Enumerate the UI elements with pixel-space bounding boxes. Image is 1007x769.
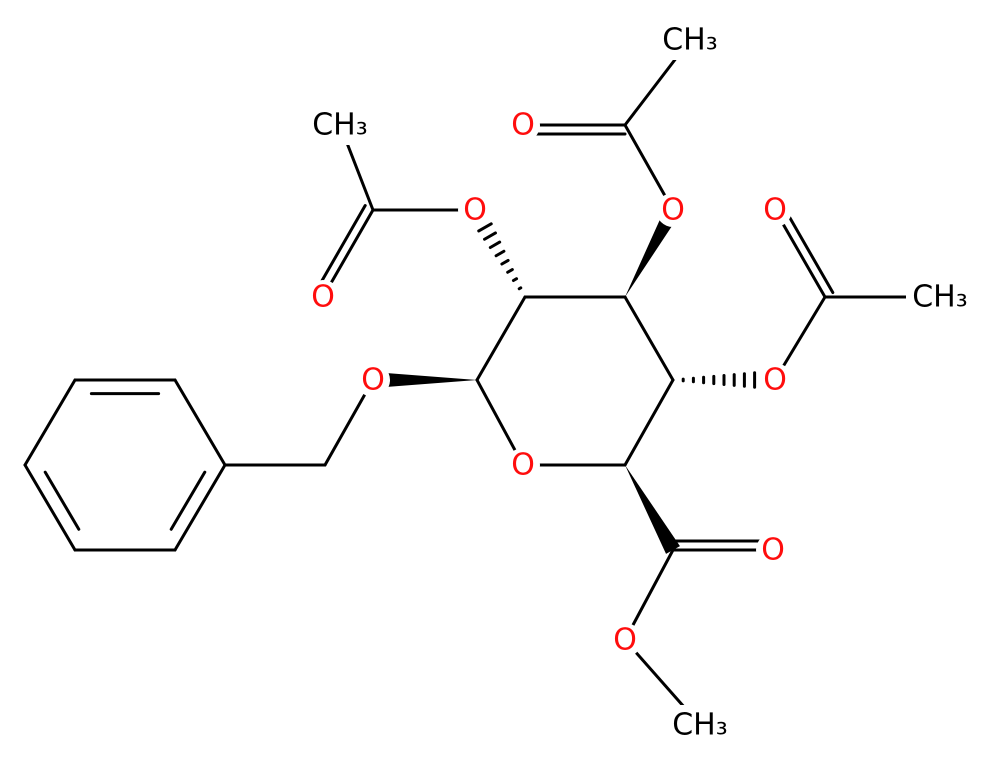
hash-bond (517, 286, 523, 291)
oxygen-label: O (463, 193, 487, 228)
methyl-label: CH₃ (912, 280, 968, 315)
hash-bond (477, 222, 493, 233)
bond (623, 295, 675, 382)
methyl-label: CH₃ (312, 108, 368, 143)
label-mask (758, 193, 792, 227)
label-mask (656, 193, 690, 227)
oxygen-label: O (763, 363, 787, 398)
label-mask (906, 277, 974, 317)
hash-bond (494, 249, 506, 258)
bond (23, 463, 77, 552)
label-mask (756, 533, 790, 567)
wedge-bond (373, 372, 477, 388)
label-mask (656, 20, 724, 60)
oxygen-label: O (613, 623, 637, 658)
oxygen-label: O (661, 193, 685, 228)
label-mask (356, 363, 390, 397)
hash-bond (511, 277, 519, 282)
bond (23, 378, 77, 467)
bond (623, 378, 675, 467)
bond (313, 204, 367, 295)
oxygen-label: O (311, 280, 335, 315)
methyl-label: CH₃ (662, 23, 718, 58)
hash-bond (483, 231, 497, 241)
bond (781, 204, 835, 295)
hash-bond (500, 258, 510, 266)
wedge-bond (625, 465, 680, 554)
label-mask (506, 448, 540, 482)
methyl-label: CH₃ (672, 708, 728, 743)
label-mask (306, 280, 340, 314)
bond (169, 470, 207, 531)
oxygen-label: O (763, 193, 787, 228)
bond (173, 378, 227, 467)
bond (475, 295, 527, 382)
oxygen-label: O (511, 108, 535, 143)
oxygen-label: O (361, 363, 385, 398)
label-mask (306, 105, 374, 145)
label-mask (666, 705, 734, 745)
label-mask (608, 623, 642, 657)
label-mask (458, 193, 492, 227)
hash-bond (488, 240, 502, 249)
bond (173, 463, 227, 552)
oxygen-label: O (511, 448, 535, 483)
label-mask (758, 363, 792, 397)
bond (43, 470, 81, 531)
oxygen-label: O (761, 533, 785, 568)
wedge-bond (625, 206, 681, 297)
label-mask (506, 108, 540, 142)
hash-bond (506, 268, 514, 274)
